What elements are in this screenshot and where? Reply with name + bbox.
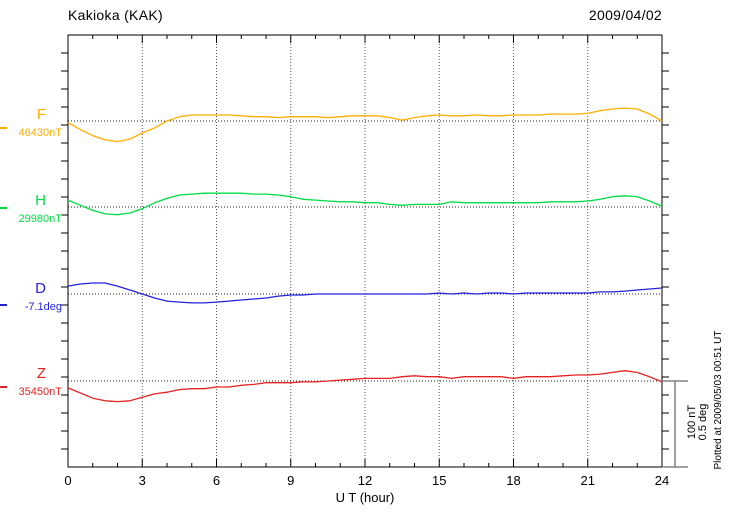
x-tick-label: 9	[287, 473, 295, 488]
series-baseline-value-F: 46430nT	[18, 127, 62, 139]
x-tick-label: 18	[506, 473, 521, 488]
series-curve-H	[67, 192, 663, 216]
x-tick-label: 0	[64, 473, 72, 488]
series-baseline-value-H: 29980nT	[18, 213, 62, 225]
x-tick-label: 15	[432, 473, 447, 488]
series-label-Z: Z 35450nT	[0, 365, 62, 398]
series-letter-H: H	[35, 192, 46, 209]
series-label-H: H 29980nT	[0, 192, 62, 225]
series-letter-Z: Z	[36, 365, 46, 382]
x-axis-title: U T (hour)	[335, 490, 395, 505]
scale-bar-label-deg: 0.5 deg	[697, 403, 709, 441]
series-letter-D: D	[35, 280, 46, 297]
series-label-F: F 46430nT	[0, 106, 62, 139]
series-curve-Z	[67, 370, 663, 403]
x-tick-label: 21	[580, 473, 595, 488]
x-tick-label: 24	[654, 473, 670, 488]
scale-bar-label: 100 nT 0.5 deg	[686, 400, 709, 444]
series-letter-F: F	[36, 106, 46, 123]
plotted-at-label: Plotted at 2009/05/03 00:51 UT	[713, 330, 724, 470]
series-curve-F	[67, 107, 663, 143]
x-tick-label: 12	[357, 473, 373, 488]
page-title: Kakioka (KAK)	[68, 7, 163, 23]
series-label-D: D -7.1deg	[0, 280, 62, 313]
x-axis-tick-labels: 0 3 6 9 12 15 18 21 24	[0, 473, 730, 489]
series-curve-D	[67, 282, 663, 304]
series-baseline-value-Z: 35450nT	[18, 386, 62, 398]
x-tick-label: 3	[138, 473, 146, 488]
x-tick-label: 6	[212, 473, 221, 488]
plot-date: 2009/04/02	[588, 7, 662, 23]
series-baseline-value-D: -7.1deg	[24, 301, 62, 313]
